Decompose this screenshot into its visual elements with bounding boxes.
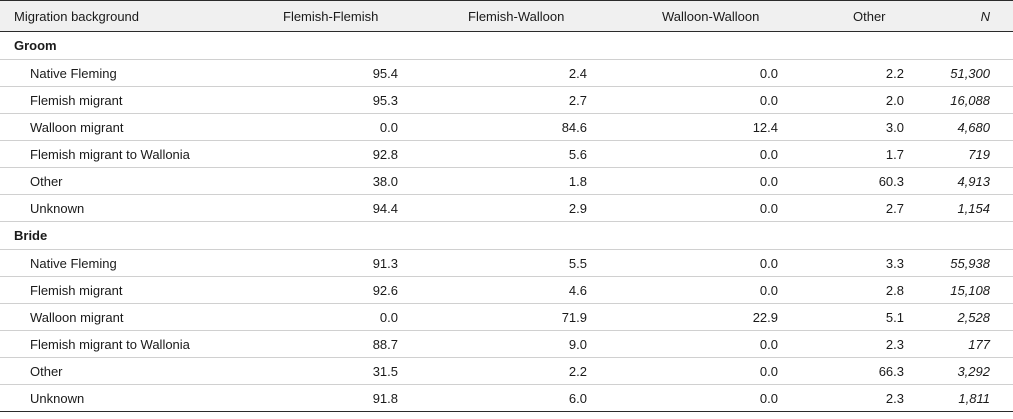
cell-flemish-walloon: 84.6 <box>561 119 587 135</box>
cell-flemish-walloon: 4.6 <box>568 282 587 298</box>
row-label: Walloon migrant <box>30 119 124 135</box>
cell-flemish-flemish: 91.3 <box>372 255 398 271</box>
cell-n: 4,913 <box>957 173 990 189</box>
cell-other: 3.0 <box>885 119 904 135</box>
cell-other: 2.3 <box>885 390 904 406</box>
cell-flemish-flemish: 38.0 <box>372 173 398 189</box>
section-title: Bride <box>14 228 48 243</box>
cell-other: 1.7 <box>885 146 904 162</box>
cell-walloon-walloon: 0.0 <box>759 173 778 189</box>
cell-walloon-walloon: 12.4 <box>752 119 778 135</box>
section-header-groom: Groom <box>0 32 1013 60</box>
cell-other: 2.8 <box>885 282 904 298</box>
cell-n: 3,292 <box>957 363 990 379</box>
cell-walloon-walloon: 0.0 <box>759 65 778 81</box>
cell-other: 2.7 <box>885 200 904 216</box>
cell-other: 66.3 <box>878 363 904 379</box>
cell-other: 5.1 <box>885 309 904 325</box>
cell-flemish-walloon: 71.9 <box>561 309 587 325</box>
row-label: Flemish migrant to Wallonia <box>30 146 190 162</box>
cell-flemish-walloon: 2.7 <box>568 92 587 108</box>
cell-other: 2.3 <box>885 336 904 352</box>
cell-flemish-flemish: 94.4 <box>372 200 398 216</box>
table-row: Flemish migrant to Wallonia 92.8 5.6 0.0… <box>0 141 1013 168</box>
cell-walloon-walloon: 0.0 <box>759 390 778 406</box>
section-header-bride: Bride <box>0 222 1013 250</box>
cell-other: 60.3 <box>878 173 904 189</box>
cell-flemish-walloon: 2.2 <box>568 363 587 379</box>
cell-n: 16,088 <box>950 92 990 108</box>
row-label: Walloon migrant <box>30 309 124 325</box>
header-flemish-walloon: Flemish-Walloon <box>468 8 565 24</box>
cell-other: 2.2 <box>885 65 904 81</box>
row-label: Flemish migrant <box>30 92 123 108</box>
header-other: Other <box>853 8 886 24</box>
cell-n: 15,108 <box>950 282 990 298</box>
cell-other: 3.3 <box>885 255 904 271</box>
table-row: Walloon migrant 0.0 84.6 12.4 3.0 4,680 <box>0 114 1013 141</box>
cell-n: 177 <box>968 336 990 352</box>
row-label: Other <box>30 363 63 379</box>
row-label: Unknown <box>30 390 85 406</box>
cell-flemish-walloon: 2.4 <box>568 65 587 81</box>
cell-n: 55,938 <box>950 255 990 271</box>
header-n: N <box>980 8 990 24</box>
row-label: Other <box>30 173 63 189</box>
table-row: Native Fleming 95.4 2.4 0.0 2.2 51,300 <box>0 60 1013 87</box>
cell-flemish-flemish: 31.5 <box>372 363 398 379</box>
cell-n: 1,811 <box>958 390 990 406</box>
cell-n: 51,300 <box>950 65 990 81</box>
table-row: Unknown 91.8 6.0 0.0 2.3 1,811 <box>0 385 1013 412</box>
cell-walloon-walloon: 0.0 <box>759 200 778 216</box>
cell-flemish-flemish: 0.0 <box>379 119 398 135</box>
table-row: Other 31.5 2.2 0.0 66.3 3,292 <box>0 358 1013 385</box>
row-label: Flemish migrant to Wallonia <box>30 336 190 352</box>
cell-walloon-walloon: 0.0 <box>759 92 778 108</box>
cell-walloon-walloon: 0.0 <box>759 146 778 162</box>
cell-walloon-walloon: 0.0 <box>759 336 778 352</box>
cell-flemish-flemish: 95.4 <box>372 65 398 81</box>
cell-walloon-walloon: 0.0 <box>759 255 778 271</box>
header-migration-background: Migration background <box>14 8 140 24</box>
cell-flemish-walloon: 1.8 <box>568 173 587 189</box>
cell-flemish-flemish: 0.0 <box>379 309 398 325</box>
cell-walloon-walloon: 22.9 <box>752 309 778 325</box>
header-walloon-walloon: Walloon-Walloon <box>662 8 760 24</box>
cell-flemish-flemish: 91.8 <box>372 390 398 406</box>
table-row: Native Fleming 91.3 5.5 0.0 3.3 55,938 <box>0 250 1013 277</box>
cell-flemish-walloon: 2.9 <box>568 200 587 216</box>
row-label: Unknown <box>30 200 85 216</box>
cell-flemish-flemish: 92.8 <box>372 146 398 162</box>
row-label: Flemish migrant <box>30 282 123 298</box>
section-title: Groom <box>14 38 57 53</box>
row-label: Native Fleming <box>30 65 117 81</box>
cell-flemish-walloon: 5.6 <box>568 146 587 162</box>
cell-flemish-walloon: 5.5 <box>568 255 587 271</box>
cell-n: 4,680 <box>957 119 990 135</box>
cell-flemish-walloon: 9.0 <box>568 336 587 352</box>
table-row: Flemish migrant 92.6 4.6 0.0 2.8 15,108 <box>0 277 1013 304</box>
cell-flemish-flemish: 88.7 <box>372 336 398 352</box>
table-row: Flemish migrant 95.3 2.7 0.0 2.0 16,088 <box>0 87 1013 114</box>
row-label: Native Fleming <box>30 255 117 271</box>
cell-flemish-flemish: 92.6 <box>372 282 398 298</box>
cell-walloon-walloon: 0.0 <box>759 282 778 298</box>
table-row: Flemish migrant to Wallonia 88.7 9.0 0.0… <box>0 331 1013 358</box>
header-flemish-flemish: Flemish-Flemish <box>283 8 379 24</box>
cell-n: 2,528 <box>957 309 990 325</box>
cell-walloon-walloon: 0.0 <box>759 363 778 379</box>
table-row: Other 38.0 1.8 0.0 60.3 4,913 <box>0 168 1013 195</box>
cell-n: 1,154 <box>957 200 990 216</box>
table-header-row: Migration background Flemish-Flemish Fle… <box>0 0 1013 32</box>
cell-other: 2.0 <box>885 92 904 108</box>
table-row: Unknown 94.4 2.9 0.0 2.7 1,154 <box>0 195 1013 222</box>
cell-n: 719 <box>968 146 990 162</box>
cell-flemish-flemish: 95.3 <box>372 92 398 108</box>
table-row: Walloon migrant 0.0 71.9 22.9 5.1 2,528 <box>0 304 1013 331</box>
cell-flemish-walloon: 6.0 <box>568 390 587 406</box>
